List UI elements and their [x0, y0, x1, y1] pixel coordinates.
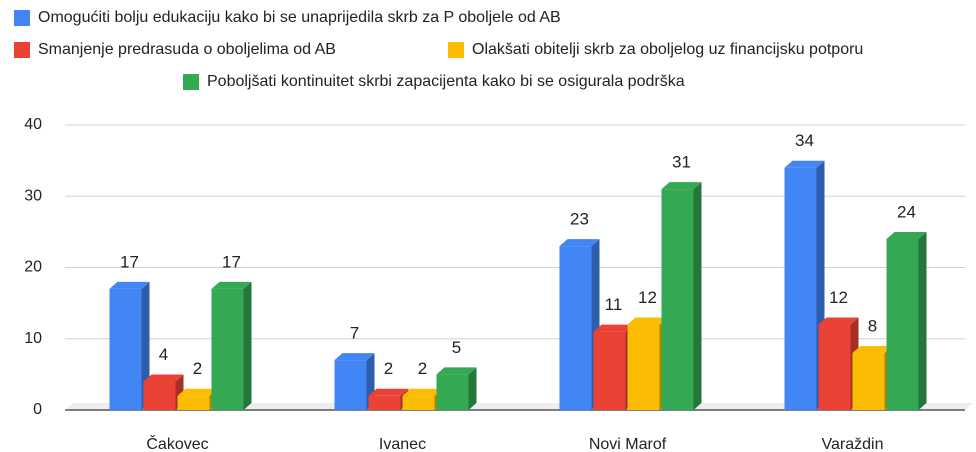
bar-top [627, 317, 668, 325]
data-label: 2 [193, 359, 202, 378]
bar-side [468, 367, 477, 410]
bar [886, 239, 919, 410]
bar-side [243, 281, 252, 410]
data-label: 17 [120, 252, 139, 271]
legend-label: Olakšati obitelji skrb za oboljelog uz f… [472, 41, 863, 58]
bar-top [559, 239, 600, 247]
bar-side [918, 232, 927, 410]
floor [65, 403, 973, 410]
data-label: 12 [638, 288, 657, 307]
legend-swatch [448, 42, 464, 58]
x-tick-label: Varaždin [822, 436, 884, 452]
data-label: 11 [605, 295, 623, 314]
legend-swatch [183, 74, 199, 90]
bar-top [211, 281, 252, 289]
data-label: 8 [868, 316, 877, 335]
bar-top [334, 353, 375, 361]
y-tick-label: 30 [24, 187, 42, 204]
bar [852, 353, 885, 410]
bar-top [818, 317, 859, 325]
bar-top [402, 388, 443, 396]
bar [818, 324, 851, 410]
bar [334, 360, 367, 410]
bar-top [784, 160, 825, 168]
bar-top [177, 388, 218, 396]
data-label: 23 [570, 210, 589, 229]
y-tick-label: 40 [24, 116, 42, 133]
data-label: 24 [897, 202, 916, 221]
x-tick-label: Čakovec [146, 434, 208, 452]
bar-top [661, 182, 702, 190]
legend-swatch [14, 10, 30, 26]
bar-side [141, 281, 150, 410]
data-label: 5 [452, 338, 461, 357]
bar-top [593, 324, 634, 332]
bar [177, 395, 210, 410]
bar-top [109, 281, 150, 289]
data-label: 31 [672, 153, 691, 172]
bar [402, 395, 435, 410]
bar [436, 374, 469, 410]
bar-side [693, 182, 702, 410]
bar-top [852, 346, 893, 353]
bar-top [886, 232, 927, 239]
data-label: 4 [159, 345, 168, 364]
data-label: 2 [384, 359, 393, 378]
bar [593, 331, 626, 410]
bar [627, 324, 660, 410]
data-label: 2 [418, 359, 427, 378]
bar-top [368, 388, 409, 396]
legend-label: Poboljšati kontinuitet skrbi zapacijenta… [207, 73, 685, 90]
bar [559, 246, 592, 410]
legend-label: Omogućiti bolju edukaciju kako bi se una… [38, 9, 561, 26]
x-tick-label: Ivanec [379, 436, 426, 452]
bar-top [143, 374, 184, 382]
bar-top [436, 367, 477, 375]
bar [143, 381, 176, 410]
bar [784, 167, 817, 410]
bar [211, 288, 244, 410]
legend-label: Smanjenje predrasuda o oboljelima od AB [38, 41, 336, 58]
y-tick-label: 10 [24, 330, 42, 347]
data-label: 12 [829, 288, 848, 307]
data-label: 34 [795, 131, 814, 150]
x-tick-label: Novi Marof [589, 436, 667, 452]
y-tick-label: 20 [24, 259, 42, 276]
bar [109, 288, 142, 410]
data-label: 17 [222, 252, 241, 271]
y-tick-label: 0 [33, 401, 42, 418]
bar [661, 189, 694, 410]
data-label: 7 [350, 324, 359, 343]
legend-swatch [14, 42, 30, 58]
bar [368, 395, 401, 410]
